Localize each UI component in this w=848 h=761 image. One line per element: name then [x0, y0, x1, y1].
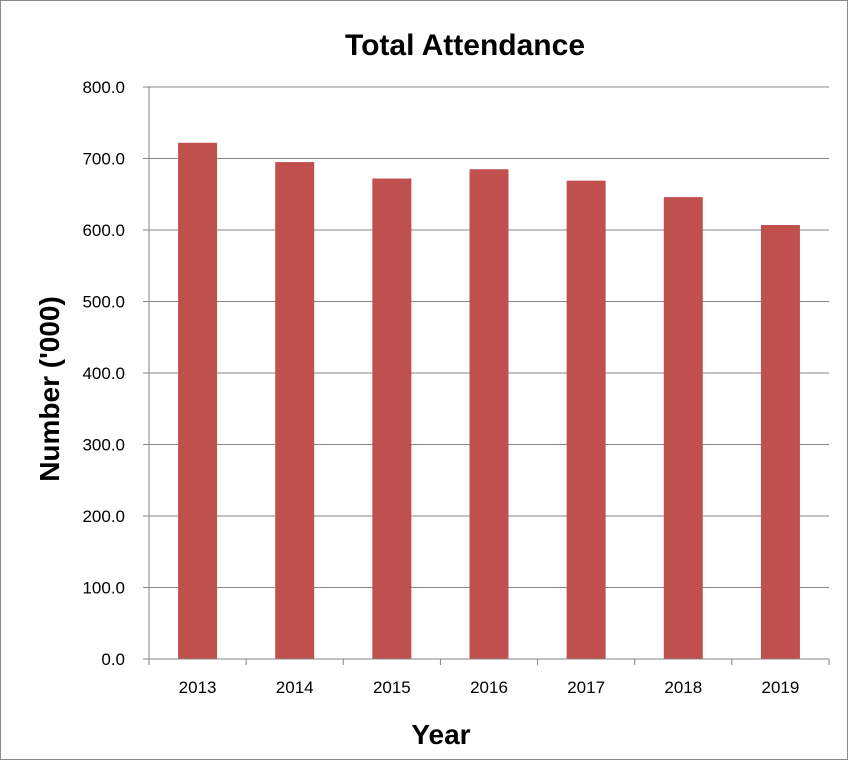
x-axis-title: Year: [411, 719, 470, 750]
bar: [760, 224, 800, 659]
chart-title: Total Attendance: [345, 29, 585, 62]
x-tick-label: 2013: [179, 678, 217, 697]
x-tick-labels: 2013 2014 2015 2016 2017 2018 2019: [179, 678, 800, 697]
y-axis-title: Number ('000): [34, 296, 65, 482]
x-tick-label: 2018: [664, 678, 702, 697]
y-tick-label: 600.0: [82, 221, 125, 240]
bar: [178, 142, 218, 659]
bar: [663, 197, 703, 660]
bar: [275, 162, 315, 659]
bar: [372, 178, 412, 659]
x-tick-label: 2019: [762, 678, 800, 697]
y-tick-label: 300.0: [82, 436, 125, 455]
bars: [178, 142, 800, 660]
y-tick-label: 400.0: [82, 364, 125, 383]
y-tick-label: 800.0: [82, 78, 125, 97]
y-tick-labels: 0.0 100.0 200.0 300.0 400.0 500.0 600.0 700.0 80…: [82, 78, 125, 669]
y-tick-label: 700.0: [82, 150, 125, 169]
x-tick-label: 2014: [276, 678, 314, 697]
bar: [469, 169, 509, 659]
x-tick-label: 2015: [373, 678, 411, 697]
axes: [148, 87, 830, 665]
y-tick-label: 0.0: [101, 650, 125, 669]
x-tick-label: 2017: [567, 678, 605, 697]
y-tick-label: 500.0: [82, 293, 125, 312]
x-tick-label: 2016: [470, 678, 508, 697]
bar: [566, 180, 606, 660]
y-tick-label: 200.0: [82, 507, 125, 526]
y-tick-label: 100.0: [82, 579, 125, 598]
